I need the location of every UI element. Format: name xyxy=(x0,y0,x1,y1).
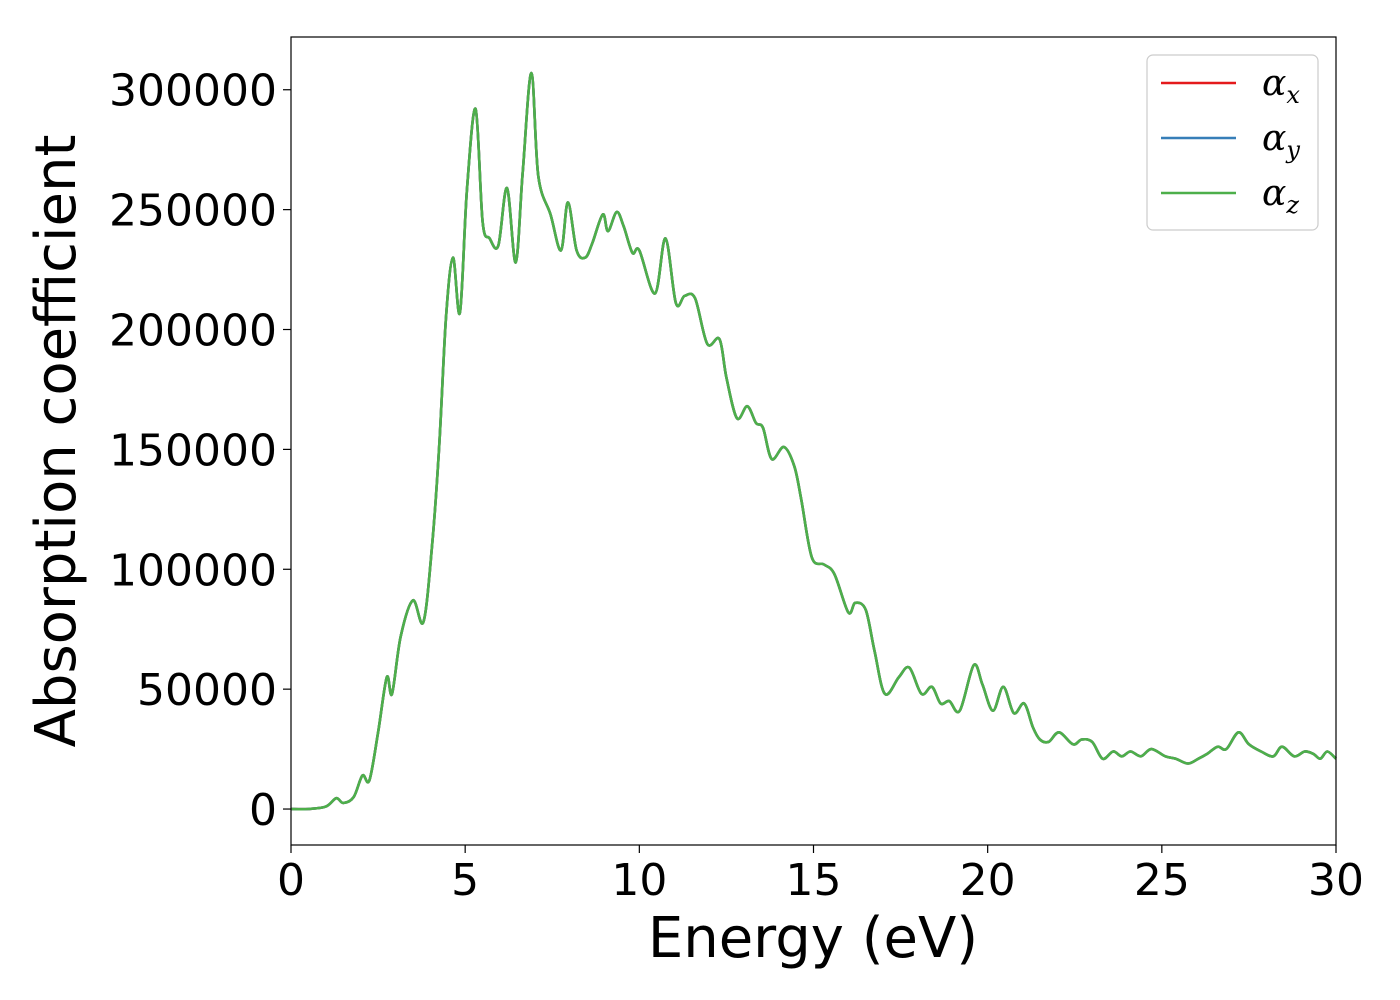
series-lines xyxy=(290,71,1337,811)
y-tick-label: 250000 xyxy=(109,186,277,237)
y-tick-label: 200000 xyxy=(109,306,277,357)
x-tick-label: 5 xyxy=(451,855,479,906)
y-axis-ticks: 0 50000 100000 150000 200000 250000 300000 xyxy=(109,66,291,836)
y-tick-label: 150000 xyxy=(109,425,277,476)
x-tick-label: 20 xyxy=(960,855,1016,906)
legend-box xyxy=(1146,54,1319,231)
legend-label-alpha-z: αz xyxy=(1262,173,1299,219)
y-tick-label: 300000 xyxy=(109,66,277,117)
x-tick-label: 25 xyxy=(1134,855,1190,906)
x-tick-label: 0 xyxy=(277,855,305,906)
y-axis-label: Absorption coefficient xyxy=(24,135,89,748)
x-tick-label: 15 xyxy=(786,855,842,906)
y-tick-label: 100000 xyxy=(109,545,277,596)
x-tick-label: 30 xyxy=(1308,855,1364,906)
x-axis-ticks: 0 5 10 15 20 25 30 xyxy=(277,845,1364,906)
y-tick-label: 0 xyxy=(249,785,277,836)
x-tick-label: 10 xyxy=(611,855,667,906)
x-axis-label: Energy (eV) xyxy=(648,906,978,971)
y-tick-label: 50000 xyxy=(137,665,277,716)
series-line-alpha-z xyxy=(290,71,1337,811)
